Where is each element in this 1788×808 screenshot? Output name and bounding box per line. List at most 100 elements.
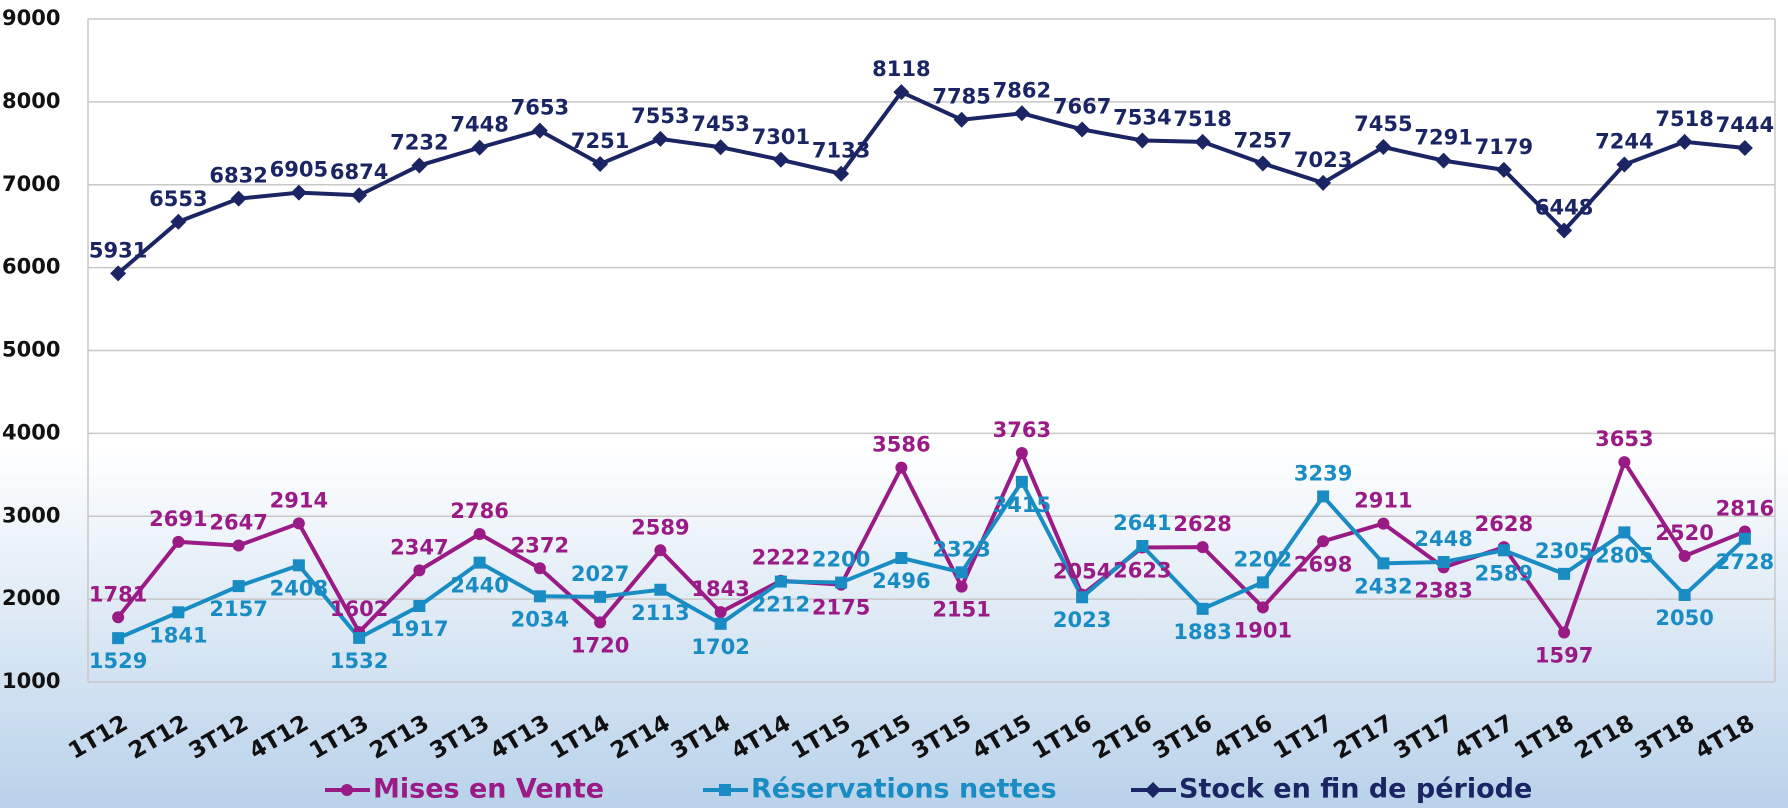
data-label: 2496 [872,569,930,593]
series-line [117,477,1747,641]
marker [1196,541,1209,554]
marker [1015,447,1028,460]
marker [1315,174,1332,191]
data-label: 6874 [330,160,388,184]
data-label: 2432 [1354,574,1412,598]
marker [353,631,366,644]
marker [292,559,305,572]
y-tick-label: 3000 [2,503,60,527]
marker [1015,475,1028,488]
data-label: 2157 [209,597,267,621]
marker [351,187,368,204]
data-label: 7291 [1414,126,1472,150]
marker [592,155,609,172]
y-tick-label: 6000 [2,255,60,279]
marker [1076,591,1089,604]
data-label: 2698 [1294,552,1352,576]
marker [1377,557,1390,570]
data-label: 7518 [1655,107,1713,131]
marker [292,517,305,530]
data-label: 2440 [450,574,508,598]
marker [652,130,669,147]
data-label: 7667 [1053,94,1111,118]
data-label: 1597 [1535,644,1593,668]
marker [473,556,486,569]
marker [772,151,789,168]
data-label: 2202 [1234,547,1292,571]
data-label: 6448 [1535,195,1593,219]
data-label: 2113 [631,601,689,625]
marker [714,606,727,619]
legend-label: Réservations nettes [751,774,1057,805]
data-label: 2589 [1475,561,1533,585]
marker [895,552,908,565]
data-label: 1720 [571,633,629,657]
data-label: 1901 [1234,618,1292,642]
marker [895,461,908,474]
marker [232,539,245,552]
data-label: 1917 [390,617,448,641]
marker [654,544,667,557]
marker [1254,155,1271,172]
marker [714,617,727,630]
y-tick-label: 7000 [2,172,60,196]
marker [955,580,968,593]
data-label: 2520 [1655,521,1713,545]
data-label: 1529 [89,649,147,673]
legend-label: Stock en fin de période [1179,774,1532,805]
marker [1375,139,1392,156]
marker [110,265,127,282]
series-line [116,89,1746,275]
marker [1618,456,1631,469]
data-label: 2408 [270,576,328,600]
marker [719,784,731,796]
data-label: 2691 [149,507,207,531]
marker [1317,535,1330,548]
data-label: 8118 [872,57,930,81]
data-label: 7553 [631,104,689,128]
marker [1738,532,1751,545]
marker [341,784,353,796]
data-label: 2589 [631,515,689,539]
marker [1435,152,1452,169]
y-tick-label: 2000 [2,586,60,610]
data-label: 2175 [812,596,870,620]
data-label: 2050 [1655,606,1713,630]
marker [413,600,426,613]
y-tick-label: 1000 [2,669,60,693]
marker [1616,156,1633,173]
legend-label: Mises en Vente [373,774,604,805]
marker [1377,517,1390,530]
marker [1074,121,1091,138]
data-label: 2628 [1475,512,1533,536]
marker [172,606,185,619]
data-label: 7653 [511,96,569,120]
marker [112,611,125,624]
marker [1134,132,1151,149]
data-label: 1843 [691,577,749,601]
data-label: 2200 [812,548,870,572]
marker [473,527,486,540]
data-label: 2623 [1113,558,1171,582]
data-label: 7448 [450,113,508,137]
marker [533,590,546,603]
data-label: 2372 [511,533,569,557]
marker [1256,576,1269,589]
data-label: 7444 [1716,113,1774,137]
marker [835,576,848,589]
marker [953,111,970,128]
marker [232,580,245,593]
marker [1145,782,1161,798]
marker [1678,550,1691,563]
marker [1736,139,1753,156]
data-label: 2786 [450,499,508,523]
data-label: 7257 [1234,128,1292,152]
marker [1013,105,1030,122]
marker [290,184,307,201]
data-label: 7179 [1475,135,1533,159]
data-label: 7232 [390,131,448,155]
data-label: 2448 [1414,527,1472,551]
marker [893,84,910,101]
